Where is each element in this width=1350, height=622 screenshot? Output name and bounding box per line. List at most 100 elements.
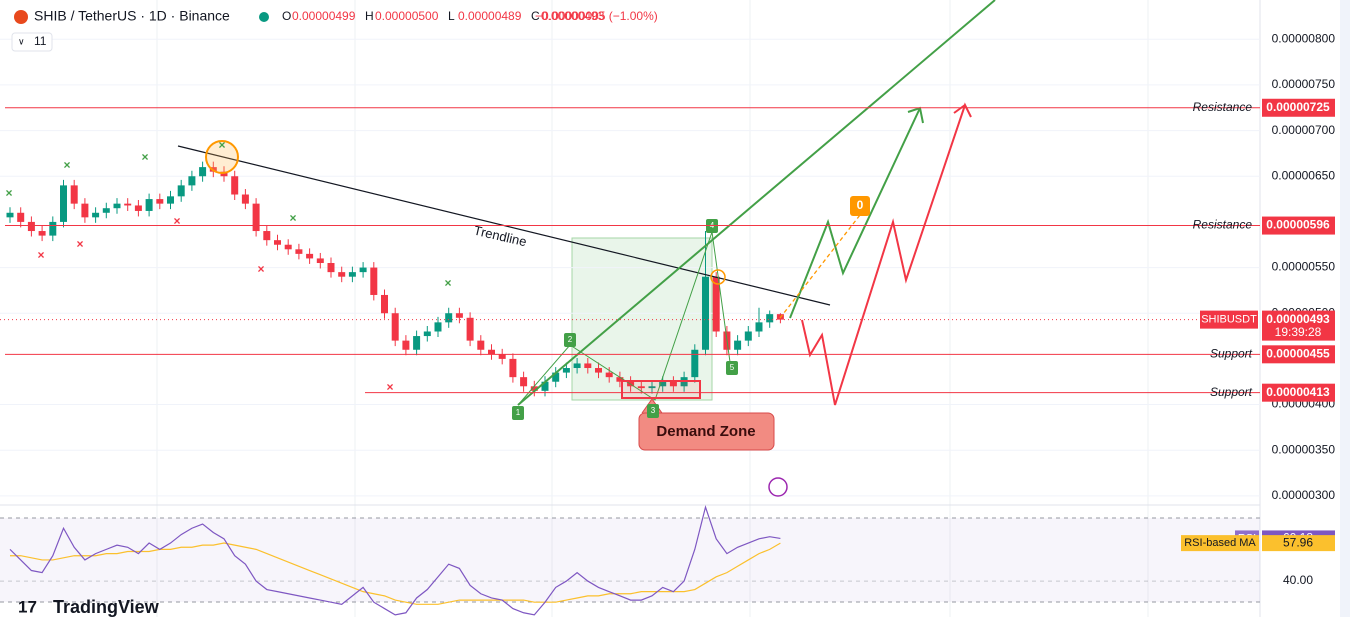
candle-body [455, 313, 463, 318]
svg-text:×: × [173, 214, 180, 228]
candle-body [734, 340, 742, 350]
level-name: Resistance [1193, 218, 1253, 232]
last-price-name: SHIBUSDT [1201, 314, 1257, 326]
scrollbar[interactable] [1340, 0, 1350, 617]
rsi-line [9, 504, 781, 616]
candle-body [145, 199, 153, 211]
candle-body [498, 354, 506, 359]
candle-body [70, 185, 78, 204]
candle-body [17, 212, 25, 222]
symbol-logo [14, 10, 28, 24]
candle-body [177, 185, 185, 197]
candle-body [584, 363, 592, 369]
point-badge [726, 361, 738, 375]
target-box [850, 196, 870, 216]
candle-body [466, 317, 474, 341]
candle-body [744, 331, 752, 341]
point-label: 2 [568, 335, 573, 344]
rsi-band [0, 518, 1260, 602]
point-badge [512, 406, 524, 420]
candle-body [605, 372, 613, 378]
point-badge [647, 404, 659, 418]
candle-body [167, 196, 174, 204]
candle-body [274, 240, 281, 245]
candle-body [702, 276, 709, 350]
level-badge [1262, 216, 1335, 235]
chevron: ∨ [18, 36, 25, 46]
level-name: Support [1210, 346, 1253, 360]
rsi-ma-line [10, 542, 781, 605]
point-badge [564, 333, 576, 347]
y-tick-label: 0.00000700 [1272, 123, 1336, 137]
rsi-ma-value-badge [1262, 535, 1335, 552]
candle-body [488, 349, 495, 355]
candle-body [434, 322, 442, 332]
point-label: 1 [516, 408, 521, 417]
candle-body [81, 203, 89, 218]
candle-body [423, 331, 431, 337]
candle-body [295, 249, 303, 254]
last-price-name-badge [1200, 310, 1258, 329]
market-status [259, 12, 269, 22]
candle-body [573, 363, 581, 369]
candle-body [381, 294, 388, 314]
candle-body [669, 381, 677, 387]
y-tick-label: 0.00000750 [1272, 77, 1336, 91]
candle-body [541, 381, 549, 391]
ohlc-key: H [365, 9, 374, 23]
candle-body [27, 221, 35, 232]
candle-body [231, 176, 239, 195]
ohlc-key: C [531, 9, 540, 23]
candle-body [92, 212, 100, 218]
candle-body [530, 386, 538, 391]
candle-body [124, 203, 132, 206]
change: −0.00000005 (−1.00%) [535, 9, 658, 23]
rsi-ma-name: RSI-based MA [1184, 537, 1256, 549]
candle-body [445, 313, 453, 323]
candle-body [552, 372, 560, 382]
candle-body [648, 386, 656, 389]
indicator-toggle[interactable] [11, 32, 53, 52]
svg-text:×: × [63, 158, 70, 172]
candle-body [348, 272, 356, 277]
y-tick-label: 0.00000550 [1272, 260, 1336, 274]
last-price-value: 0.00000493 [1266, 312, 1330, 326]
svg-text:×: × [37, 248, 44, 262]
y-tick-label: 0.00000300 [1272, 488, 1336, 502]
level-badge [1262, 345, 1335, 364]
candle-body [327, 263, 335, 273]
level-name: Support [1210, 385, 1253, 399]
candle-body [113, 203, 121, 209]
candle-body [520, 377, 528, 387]
candle-body [370, 267, 378, 295]
level-value: 0.00000596 [1266, 218, 1330, 232]
vertical-grid [156, 0, 1149, 617]
candle-body [60, 185, 67, 222]
y-tick-label: 0.00000650 [1272, 168, 1336, 182]
ohlc-key: L [448, 9, 455, 23]
brand-logo: 17 [18, 597, 37, 616]
ohlc-value: 0.00000489 [458, 9, 522, 23]
svg-text:×: × [386, 380, 393, 394]
indicator-count[interactable]: 11 [34, 34, 47, 48]
candle-body [562, 368, 570, 373]
ohlc-key: O [282, 9, 291, 23]
candle-body [102, 208, 110, 213]
candle-body [637, 386, 645, 389]
x-markers: × × × × × × × × × × × [5, 138, 451, 394]
candle-body [263, 231, 271, 241]
candle-body [659, 381, 667, 387]
candle-body [284, 244, 292, 250]
candle-body [316, 258, 324, 264]
svg-text:×: × [141, 150, 148, 164]
candle-body [595, 368, 602, 373]
svg-text:×: × [5, 186, 12, 200]
ohlc-value: 0.00000500 [375, 9, 439, 23]
level-name: Resistance [1193, 100, 1253, 114]
rsi-ma-value: 57.96 [1283, 535, 1313, 549]
candle-body [413, 336, 421, 350]
candle-body [49, 221, 57, 236]
y-tick-label: 0.00000350 [1272, 442, 1336, 456]
